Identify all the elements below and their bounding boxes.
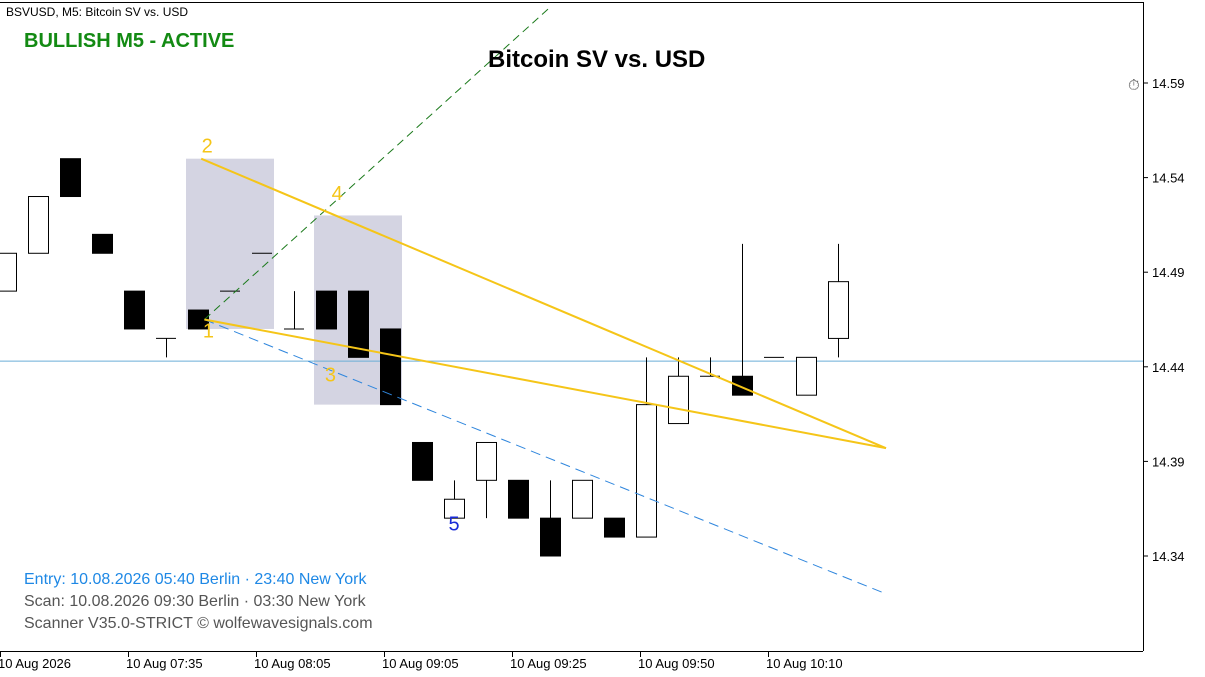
candle-bear (540, 517, 561, 557)
wave-label-3: 3 (325, 364, 336, 386)
wave-label-1: 1 (203, 321, 214, 343)
x-tick-label: 10 Aug 2026 (0, 656, 71, 671)
wave-label-4: 4 (332, 183, 343, 205)
candle-bull (636, 404, 657, 538)
x-tick-label: 10 Aug 09:50 (638, 656, 715, 671)
candle-bear (348, 290, 369, 358)
y-tick-label: 14.39 (1152, 454, 1185, 469)
candle-bull (828, 281, 849, 339)
y-tick-label: 14.59 (1152, 76, 1185, 91)
candle-bull (796, 356, 817, 396)
wave-label-5: 5 (448, 514, 459, 536)
wave-label-2: 2 (202, 136, 213, 158)
chart-title: Bitcoin SV vs. USD (488, 46, 706, 73)
candle-bear (604, 517, 625, 538)
entry-info: Entry: 10.08.2026 05:40 Berlin · 23:40 N… (24, 571, 367, 588)
x-tick-label: 10 Aug 07:35 (126, 656, 203, 671)
candle-bear (508, 479, 529, 519)
x-tick-label: 10 Aug 09:25 (510, 656, 587, 671)
candle-bear (60, 158, 81, 198)
candle-bull (444, 498, 465, 519)
candle-bear (732, 375, 753, 396)
line-1-3 (204, 319, 887, 595)
x-tick-label: 10 Aug 10:10 (766, 656, 843, 671)
wedge-line-1 (200, 157, 887, 450)
clock-icon: ⏱ (1128, 77, 1140, 94)
candle-bear (316, 290, 337, 330)
candle-bull (28, 196, 49, 254)
signal-status: BULLISH M5 - ACTIVE (24, 30, 235, 52)
scan-info: Scan: 10.08.2026 09:30 Berlin · 03:30 Ne… (24, 593, 366, 610)
x-tick-label: 10 Aug 09:05 (382, 656, 459, 671)
wave-zone-1 (186, 158, 274, 329)
y-tick-label: 14.54 (1152, 171, 1185, 186)
y-tick-label: 14.49 (1152, 265, 1185, 280)
candle-bull (572, 479, 593, 519)
y-tick-label: 14.44 (1152, 360, 1185, 375)
symbol-caption: BSVUSD, M5: Bitcoin SV vs. USD (6, 5, 189, 19)
candle-bull (476, 441, 497, 481)
candle-bear (92, 233, 113, 254)
scanner-version: Scanner V35.0-STRICT © wolfewavesignals.… (24, 615, 373, 632)
candle-bear (124, 290, 145, 330)
candle-bull (668, 375, 689, 425)
wedge-line-2 (204, 318, 887, 450)
x-tick-label: 10 Aug 08:05 (254, 656, 331, 671)
candle-bull (0, 252, 17, 292)
y-tick-label: 14.34 (1152, 549, 1185, 564)
candle-bear (380, 328, 401, 406)
candle-bear (412, 441, 433, 481)
